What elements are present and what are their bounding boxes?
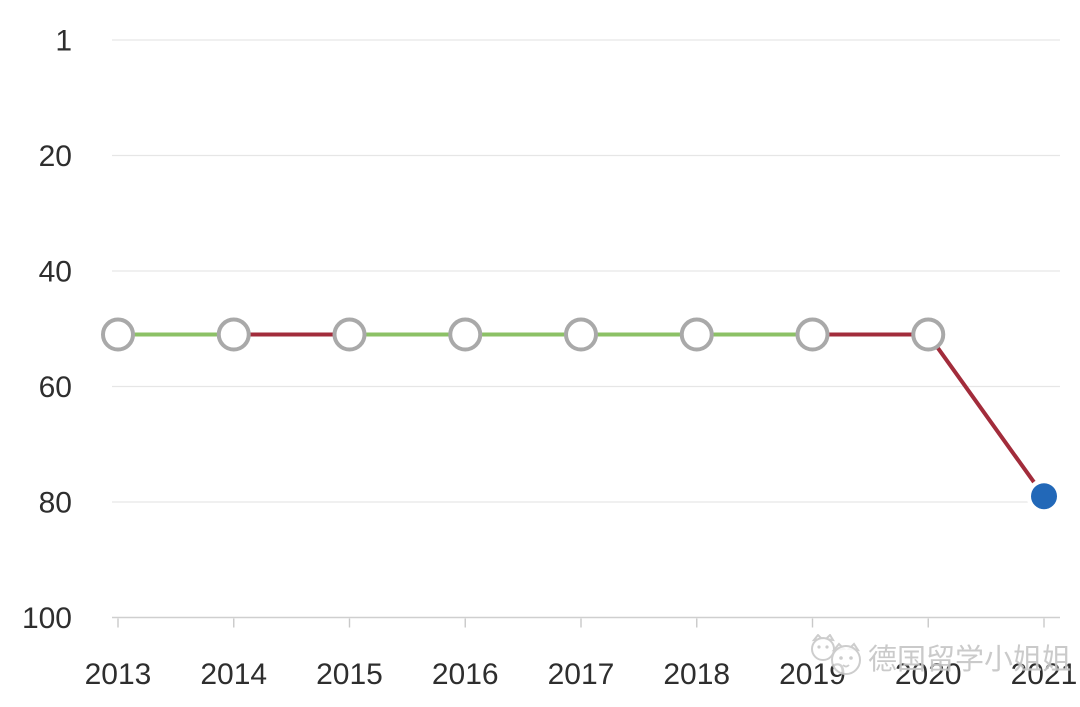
- y-tick-label: 20: [39, 140, 72, 173]
- y-tick-label: 1: [55, 25, 72, 58]
- x-tick-label: 2016: [432, 658, 499, 691]
- line-segment-red: [926, 332, 1046, 499]
- data-point[interactable]: [332, 317, 367, 352]
- data-point[interactable]: [101, 317, 135, 352]
- x-tick-label: 2019: [779, 658, 846, 691]
- x-tick-label: 2013: [85, 658, 152, 691]
- x-tick-label: 2014: [200, 658, 267, 691]
- y-tick-label: 100: [22, 602, 72, 635]
- data-point-current[interactable]: [1031, 483, 1057, 510]
- x-tick-label: 2017: [548, 658, 615, 691]
- y-tick-label: 80: [39, 487, 72, 520]
- data-point[interactable]: [795, 317, 830, 352]
- data-point[interactable]: [448, 317, 483, 352]
- x-tick-label: 2018: [663, 658, 730, 691]
- data-point[interactable]: [564, 317, 598, 352]
- x-tick-label: 2015: [316, 658, 383, 691]
- x-tick-label: 2021: [1011, 658, 1078, 691]
- data-point[interactable]: [911, 317, 946, 352]
- y-tick-label: 60: [39, 371, 72, 404]
- data-point[interactable]: [679, 317, 714, 352]
- x-tick-label: 2020: [895, 658, 962, 691]
- data-point[interactable]: [216, 317, 251, 352]
- y-tick-label: 40: [39, 256, 72, 289]
